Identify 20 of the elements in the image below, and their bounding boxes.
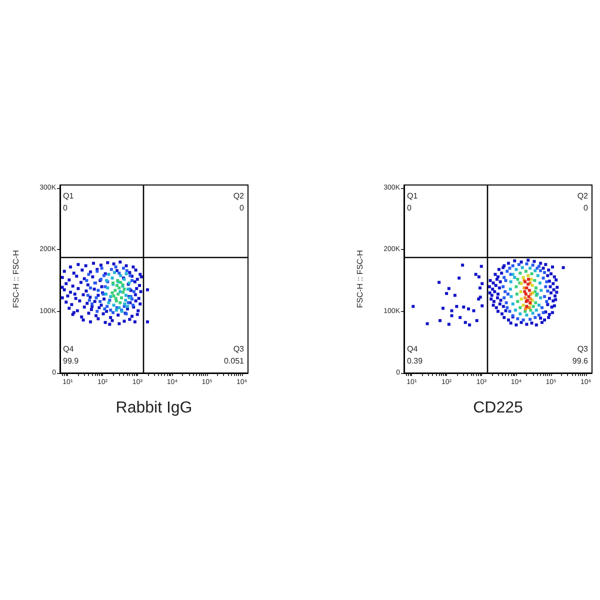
y-axis-title: FSC-H :: FSC-H (12, 250, 20, 308)
annotation: Q1 (63, 192, 74, 200)
y-axis-title: FSC-H :: FSC-H (356, 250, 364, 308)
annotation: 0.39 (407, 356, 424, 366)
annotation: 0 (63, 204, 68, 212)
annotation: 99.9 (63, 356, 80, 366)
x-axis-title: Rabbit IgG (116, 400, 192, 416)
annotation: Q3 (233, 344, 245, 354)
annotation: 0 (407, 204, 412, 212)
x-axis-title: CD225 (473, 400, 523, 416)
annotation: 0.051 (224, 356, 245, 366)
annotation: Q4 (407, 344, 418, 354)
annotation: Q3 (577, 344, 589, 354)
annotation: 0 (584, 204, 589, 212)
annotation: Q2 (233, 192, 245, 200)
annotation: 99.6 (572, 356, 589, 366)
annotation: Q2 (577, 192, 589, 200)
annotation: 0 (240, 204, 245, 212)
annotation: Q1 (407, 192, 418, 200)
annotation: Q4 (63, 344, 74, 354)
